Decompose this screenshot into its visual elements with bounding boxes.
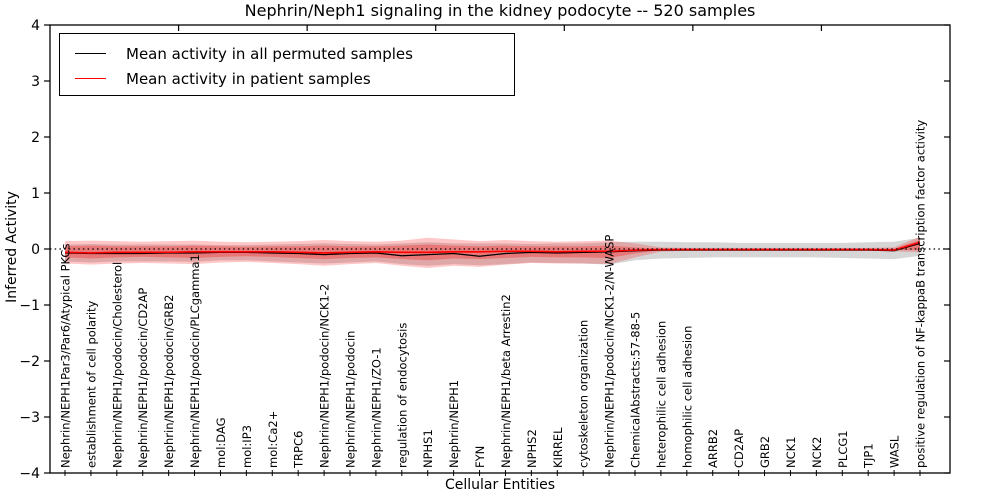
x-tick-label: Nephrin/NEPH1/podocin/NCK1-2/N-WASP [603,235,617,468]
x-tick-label: Nephrin/NEPH1/ZO-1 [369,347,383,468]
x-tick-label: establishment of cell polarity [84,300,98,468]
x-tick-label: Nephrin/NEPH1/podocin [344,331,358,468]
x-tick-label: Nephrin/NEPH1/podocin/NCK1-2 [318,284,332,468]
x-tick-label: homophilic cell adhesion [680,326,694,468]
x-tick-label: Nephrin/NEPH1/podocin/PLCgamma1 [188,254,202,468]
x-tick-label: Nephrin/NEPH1/beta Arrestin2 [499,294,513,468]
x-tick-label: Nephrin/NEPH1Par3/Par6/Atypical PKCs [59,244,73,468]
y-tick-label: 3 [31,74,40,90]
patient-mean-line [64,241,921,254]
x-tick-label: PLCG1 [836,430,850,468]
x-tick-label: Nephrin/NEPH1/podocin/CD2AP [136,288,150,468]
x-tick-label: Nephrin/NEPH1/podocin/GRB2 [162,295,176,468]
y-tick-label: −3 [19,410,40,426]
legend: Mean activity in all permuted samples Me… [59,33,515,96]
x-tick-label: cytoskeleton organization [577,320,591,468]
x-tick-label: mol:IP3 [240,425,254,468]
legend-line-sample-patient [75,78,106,79]
legend-item: Mean activity in patient samples [60,66,514,91]
x-tick-label: regulation of endocytosis [395,323,409,468]
x-tick-label: FYN [473,446,487,468]
y-tick-label: −4 [19,466,40,482]
y-axis-label: Inferred Activity [4,191,20,303]
y-tick-label: 4 [31,18,40,34]
x-tick-label: NPHS1 [421,429,435,468]
x-tick-label: Nephrin/NEPH1/podocin/Cholesterol [110,262,124,468]
x-tick-label: positive regulation of NF-kappaB transcr… [914,120,928,468]
patient-sample-range-outer-area [65,236,920,269]
x-tick-label: TJP1 [862,443,876,469]
y-tick-label: 0 [31,242,40,258]
x-tick-label: ChemicalAbstracts:57-88-5 [629,312,643,468]
x-tick-label: NCK2 [810,437,824,469]
x-tick-label: KIRREL [551,427,565,468]
legend-label: Mean activity in patient samples [126,69,371,88]
x-tick-label: NPHS2 [525,429,539,468]
y-tick-label: 1 [31,186,40,202]
patient-sample-range-inner-area [65,240,920,261]
y-tick-label: 2 [31,130,40,146]
legend-item: Mean activity in all permuted samples [60,41,514,66]
x-tick-label: NCK1 [784,437,798,469]
y-tick-label: −1 [19,298,40,314]
x-tick-label: ARRB2 [706,429,720,468]
x-tick-label: GRB2 [758,436,772,468]
legend-line-sample-permuted [75,53,106,54]
x-tick-label: heterophilic cell adhesion [654,321,668,468]
legend-label: Mean activity in all permuted samples [126,44,413,63]
x-tick-label: mol:DAG [214,417,228,468]
chart-title: Nephrin/Neph1 signaling in the kidney po… [244,1,756,20]
x-tick-label: mol:Ca2+ [266,411,280,468]
x-tick-label: TRPC6 [292,431,306,469]
x-tick-label: CD2AP [732,429,746,468]
x-tick-label: WASL [888,435,902,468]
x-tick-label: Nephrin/NEPH1 [447,380,461,468]
y-tick-label: −2 [19,354,40,370]
x-axis-label: Cellular Entities [444,477,556,493]
